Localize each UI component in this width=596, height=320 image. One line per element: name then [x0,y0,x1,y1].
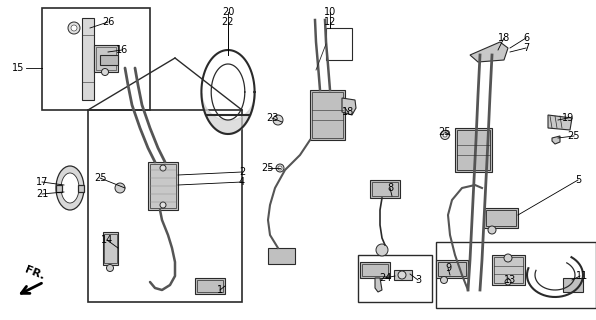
Polygon shape [552,136,560,144]
Bar [360,262,390,278]
Bar [195,278,225,294]
Bar [42,8,150,110]
Circle shape [71,25,77,31]
Text: 23: 23 [266,113,278,123]
Circle shape [440,276,448,284]
Bar [310,90,345,140]
Circle shape [107,265,113,271]
Bar [370,180,400,198]
Bar [56,185,62,192]
Circle shape [398,271,406,279]
Bar [457,130,490,170]
Circle shape [278,166,282,170]
Bar [100,55,118,65]
Circle shape [488,226,496,234]
Text: 25: 25 [94,173,106,183]
Bar [148,162,178,210]
Bar [492,255,525,285]
Bar [82,18,94,100]
Bar [563,278,583,292]
Text: 25: 25 [568,131,581,141]
Text: 22: 22 [222,17,234,27]
Text: 18: 18 [498,33,510,43]
Text: 10: 10 [324,7,336,17]
Text: 2: 2 [239,167,245,177]
Bar [494,257,523,283]
Text: 12: 12 [324,17,336,27]
Bar [455,128,492,172]
Bar [362,264,388,276]
Bar [104,234,117,263]
Bar [312,92,343,138]
Circle shape [68,22,80,34]
Circle shape [440,131,449,140]
Text: FR.: FR. [24,265,46,282]
Text: 20: 20 [222,7,234,17]
Circle shape [276,164,284,172]
Bar [436,242,596,308]
Circle shape [115,183,125,193]
Text: 18: 18 [342,107,354,117]
Circle shape [273,115,283,125]
Bar [268,248,295,264]
Bar [96,47,116,70]
Bar [394,270,412,280]
Bar [88,110,242,302]
Ellipse shape [56,166,84,210]
Text: 1: 1 [217,285,223,295]
Text: 7: 7 [523,43,529,53]
Text: 4: 4 [239,177,245,187]
Circle shape [504,254,512,262]
Text: 11: 11 [576,271,588,281]
Bar [486,210,516,226]
Bar [197,280,223,292]
Ellipse shape [61,173,79,203]
Polygon shape [342,98,356,115]
Polygon shape [375,278,382,292]
Bar [326,28,352,60]
Text: 16: 16 [116,45,128,55]
Text: 3: 3 [415,275,421,285]
Text: 21: 21 [36,189,48,199]
Text: 17: 17 [36,177,48,187]
Bar [484,208,518,228]
Text: 13: 13 [504,275,516,285]
Polygon shape [548,115,572,130]
Bar [358,255,432,302]
Text: 19: 19 [562,113,574,123]
Text: 25: 25 [439,127,451,137]
Text: 9: 9 [445,263,451,273]
Text: 24: 24 [379,273,391,283]
Text: 14: 14 [101,235,113,245]
Circle shape [160,165,166,171]
Bar [103,232,118,265]
Text: 8: 8 [387,183,393,193]
Text: 15: 15 [12,63,24,73]
Bar [94,45,118,72]
Circle shape [101,68,108,76]
Bar [372,182,398,196]
Bar [78,185,84,192]
Circle shape [505,279,511,285]
Text: 6: 6 [523,33,529,43]
Circle shape [443,133,447,137]
Text: 25: 25 [262,163,274,173]
Bar [150,164,176,208]
Text: 5: 5 [575,175,581,185]
Polygon shape [470,42,508,62]
Bar [438,262,466,276]
Circle shape [160,202,166,208]
Text: 26: 26 [102,17,114,27]
Circle shape [376,244,388,256]
Bar [436,260,468,278]
